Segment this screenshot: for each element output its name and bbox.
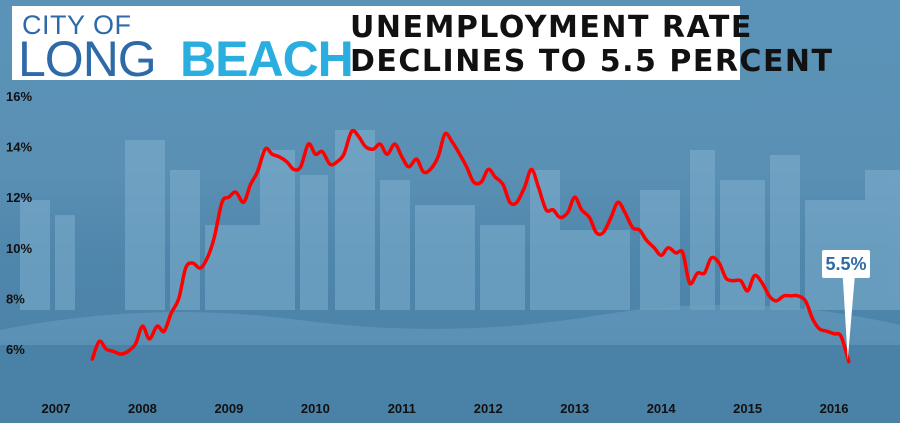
- x-tick-label: 2011: [388, 401, 416, 416]
- y-tick-label: 8%: [6, 291, 25, 306]
- callout-pointer-shape: [842, 277, 855, 360]
- title-banner: CITY OF LONG BEACH UNEMPLOYMENT RATE DEC…: [12, 6, 832, 87]
- callout-pointer: [842, 277, 855, 360]
- headline-line-1: UNEMPLOYMENT RATE: [350, 10, 753, 45]
- y-tick-label: 16%: [6, 89, 32, 104]
- y-axis-ticks: 6% 8% 10% 12% 14% 16%: [6, 89, 32, 357]
- logo-beach: BEACH: [180, 31, 354, 87]
- x-tick-label: 2016: [820, 401, 849, 416]
- logo-city-of: CITY OF: [22, 10, 132, 40]
- x-tick-label: 2013: [560, 401, 589, 416]
- y-tick-label: 10%: [6, 241, 32, 256]
- logo-long: LONG: [18, 31, 157, 87]
- x-axis-ticks: 2007 2008 2009 2010 2011 2012 2013 2014 2015 2016: [42, 401, 849, 416]
- x-tick-label: 2007: [42, 401, 71, 416]
- y-tick-label: 14%: [6, 140, 32, 155]
- headline-line-2: DECLINES TO 5.5 PERCENT: [350, 44, 834, 79]
- y-tick-label: 6%: [6, 342, 25, 357]
- x-tick-label: 2009: [214, 401, 243, 416]
- series-line: [90, 128, 851, 364]
- x-tick-label: 2014: [647, 401, 677, 416]
- x-tick-label: 2008: [128, 401, 157, 416]
- x-tick-label: 2010: [301, 401, 330, 416]
- x-tick-label: 2012: [474, 401, 503, 416]
- series-group: [90, 128, 851, 364]
- annotation-callout: 5.5%: [822, 250, 870, 278]
- y-tick-label: 12%: [6, 190, 32, 205]
- x-tick-label: 2015: [733, 401, 762, 416]
